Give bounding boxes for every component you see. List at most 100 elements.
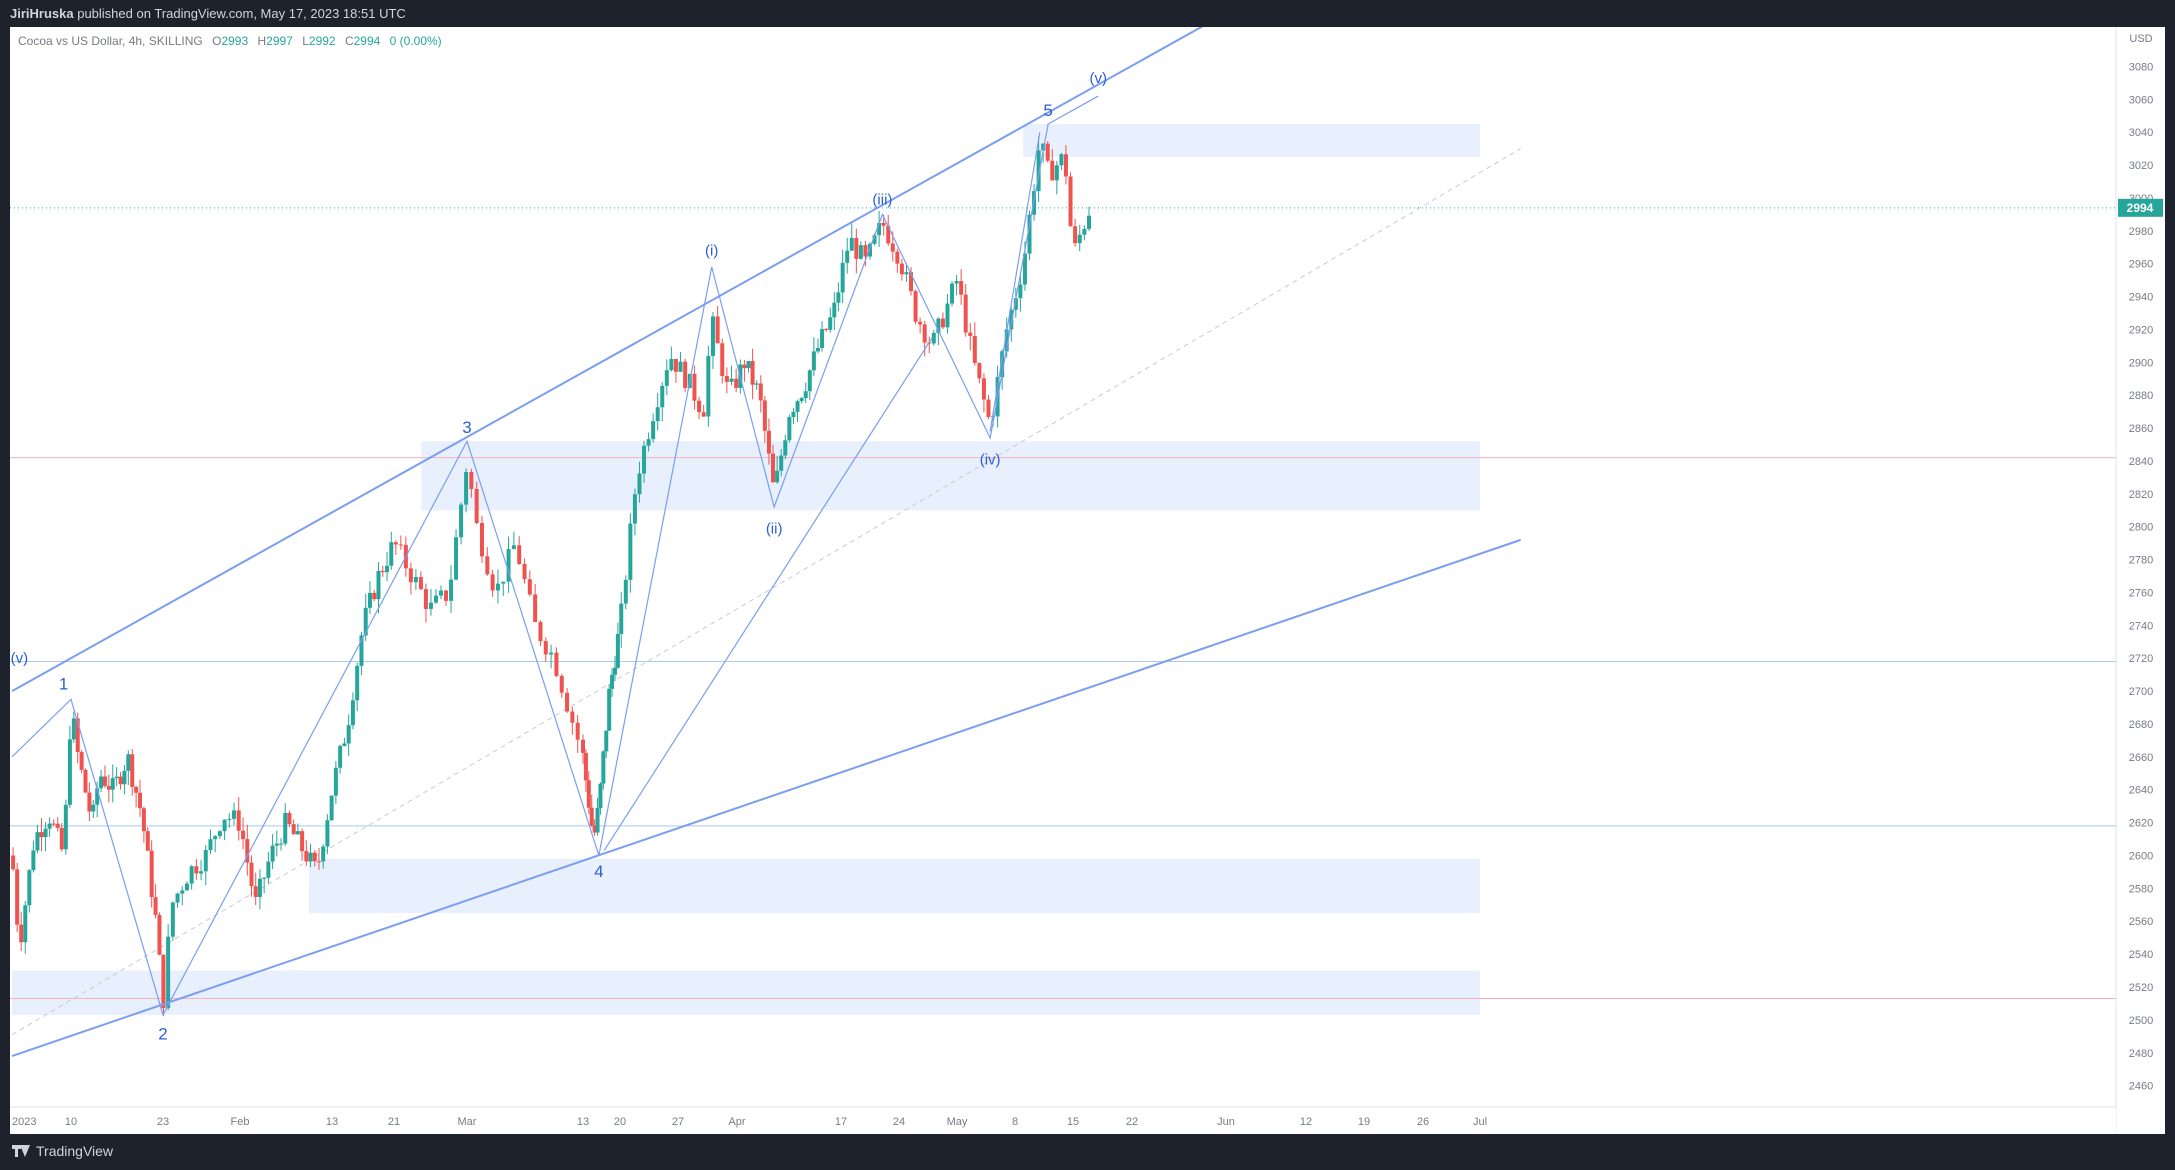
candle-body-160 (710, 316, 715, 356)
candle-body-100 (438, 590, 443, 596)
candle-body-119 (538, 621, 543, 642)
candle-body-106 (469, 471, 474, 489)
candle-body-57 (249, 862, 254, 887)
y-tick-9: 2640 (2129, 785, 2153, 797)
candle-body-229 (1013, 298, 1018, 310)
author-name[interactable]: JiriHruska (10, 6, 74, 21)
y-tick-17: 2800 (2129, 522, 2153, 534)
brand-name: TradingView (36, 1143, 114, 1159)
candle-body-111 (495, 583, 500, 591)
y-tick-5: 2560 (2129, 916, 2153, 928)
channel-mid-line (11, 148, 1521, 1036)
candle-body-123 (559, 675, 564, 693)
candle-body-6 (35, 832, 40, 851)
candle-body-128 (583, 752, 588, 781)
candle-body-69 (300, 831, 305, 852)
candle-body-80 (346, 725, 351, 744)
candle-body-221 (977, 362, 982, 379)
x-tick-0: 2023 (12, 1116, 36, 1128)
candle-body-31 (134, 786, 139, 793)
candle-body-153 (678, 361, 683, 372)
x-tick-13: May (947, 1116, 968, 1128)
candle-body-73 (316, 861, 321, 863)
candle-body-91 (393, 542, 398, 545)
candle-body-223 (986, 399, 991, 417)
legend-o-value: 2993 (221, 34, 248, 48)
candle-body-122 (554, 652, 559, 676)
candle-body-135 (604, 730, 609, 752)
candle-body-29 (126, 754, 131, 771)
wave-support-line-0 (603, 337, 933, 851)
candle-body-24 (106, 785, 111, 790)
y-tick-14: 2740 (2129, 620, 2153, 632)
candle-body-130 (589, 807, 594, 826)
x-tick-11: 17 (835, 1116, 847, 1128)
candle-body-48 (208, 839, 213, 850)
candle-body-21 (95, 788, 100, 805)
candle-body-2 (19, 924, 24, 943)
candle-body-109 (485, 556, 490, 575)
chart-frame[interactable]: (v) 1 2 3 4 (i) (ii) (iii) (iv) 5 (v) Cocoa vs US … (10, 22, 2165, 1134)
tradingview-logo[interactable]: TradingView (12, 1143, 113, 1159)
candle-body-201 (886, 225, 891, 244)
candle-body-140 (619, 603, 624, 634)
y-tick-8: 2620 (2129, 818, 2153, 830)
candle-body-136 (607, 688, 612, 731)
candle-body-89 (385, 565, 390, 573)
candle-body-7 (39, 832, 44, 838)
candle-body-33 (141, 808, 146, 832)
wave-label-1: 1 (59, 674, 68, 693)
legend-h-label: H (257, 34, 266, 48)
candle-body-175 (775, 470, 780, 483)
y-tick-12: 2700 (2129, 686, 2153, 698)
candle-body-23 (102, 776, 107, 786)
candle-body-26 (114, 776, 119, 779)
x-tick-2: 23 (157, 1116, 169, 1128)
candle-body-204 (899, 263, 904, 275)
candle-body-55 (241, 830, 246, 840)
candle-body-77 (333, 767, 338, 796)
candle-body-172 (762, 400, 767, 431)
candle-body-194 (854, 238, 859, 259)
candle-body-30 (130, 754, 135, 787)
candle-body-76 (329, 795, 334, 821)
y-tick-3: 2520 (2129, 982, 2153, 994)
candle-body-28 (122, 770, 127, 785)
candle-body-32 (138, 792, 142, 809)
candle-body-74 (321, 846, 326, 862)
candle-body-208 (918, 321, 923, 325)
y-tick-21: 2880 (2129, 390, 2153, 402)
candle-body-174 (771, 453, 776, 483)
candle-body-234 (1036, 150, 1041, 192)
supply-demand-zone-3 (12, 970, 1480, 1015)
time-axis[interactable] (10, 1107, 2116, 1134)
wave-label-4: 4 (594, 862, 603, 881)
wave-label-9: 5 (1043, 101, 1052, 120)
candle-body-167 (742, 364, 747, 369)
candle-body-115 (517, 545, 522, 564)
candle-body-217 (959, 281, 964, 295)
candle-body-121 (549, 652, 554, 655)
x-tick-1: 10 (65, 1116, 77, 1128)
y-tick-18: 2820 (2129, 489, 2153, 501)
candle-body-70 (304, 851, 309, 862)
candle-body-90 (389, 542, 394, 566)
candle-body-36 (153, 897, 158, 915)
y-tick-29: 3040 (2129, 127, 2153, 139)
candle-body-152 (673, 358, 678, 372)
candle-body-16 (75, 718, 80, 753)
candle-body-150 (664, 370, 669, 386)
candle-body-50 (217, 831, 222, 837)
candle-body-79 (342, 743, 347, 747)
candle-body-137 (610, 674, 615, 689)
candle-body-238 (1054, 165, 1059, 181)
candle-body-144 (637, 473, 642, 495)
legend-c-value: 2994 (354, 34, 381, 48)
candle-body-231 (1022, 253, 1027, 285)
candle-body-177 (783, 440, 788, 456)
candle-body-83 (359, 635, 364, 666)
candle-body-165 (734, 378, 739, 388)
candle-body-84 (363, 607, 368, 636)
candle-body-65 (283, 812, 288, 844)
